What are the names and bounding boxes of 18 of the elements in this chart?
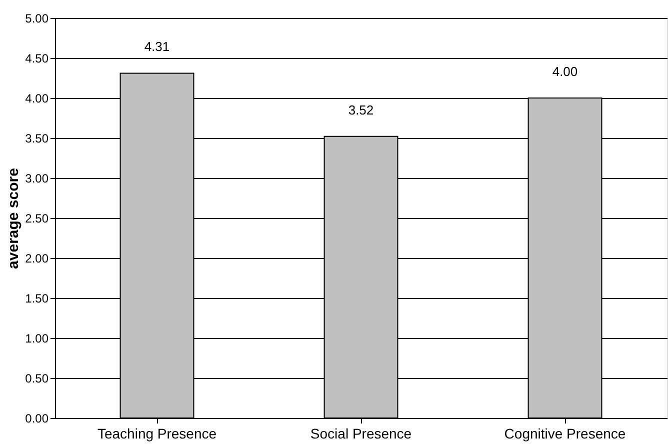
x-tick-label: Social Presence: [310, 426, 412, 442]
y-tick-label: 0.00: [25, 412, 49, 426]
y-tick-label: 0.50: [25, 372, 49, 386]
y-tick-label: 5.00: [25, 12, 49, 26]
data-label: 4.00: [552, 64, 578, 79]
y-tick-label: 4.50: [25, 52, 49, 66]
y-axis-title: average score: [5, 168, 22, 269]
data-label: 4.31: [144, 39, 170, 54]
y-tick-label: 2.00: [25, 252, 49, 266]
y-tick-label: 3.00: [25, 172, 49, 186]
y-tick-label: 3.50: [25, 132, 49, 146]
y-tick-label: 4.00: [25, 92, 49, 106]
data-label: 3.52: [348, 102, 374, 118]
x-tick-label: Teaching Presence: [97, 426, 217, 442]
y-tick-label: 1.50: [25, 292, 49, 306]
x-tick-label: Cognitive Presence: [504, 426, 626, 442]
y-tick-label: 2.50: [25, 212, 49, 226]
y-tick-label: 1.00: [25, 332, 49, 346]
